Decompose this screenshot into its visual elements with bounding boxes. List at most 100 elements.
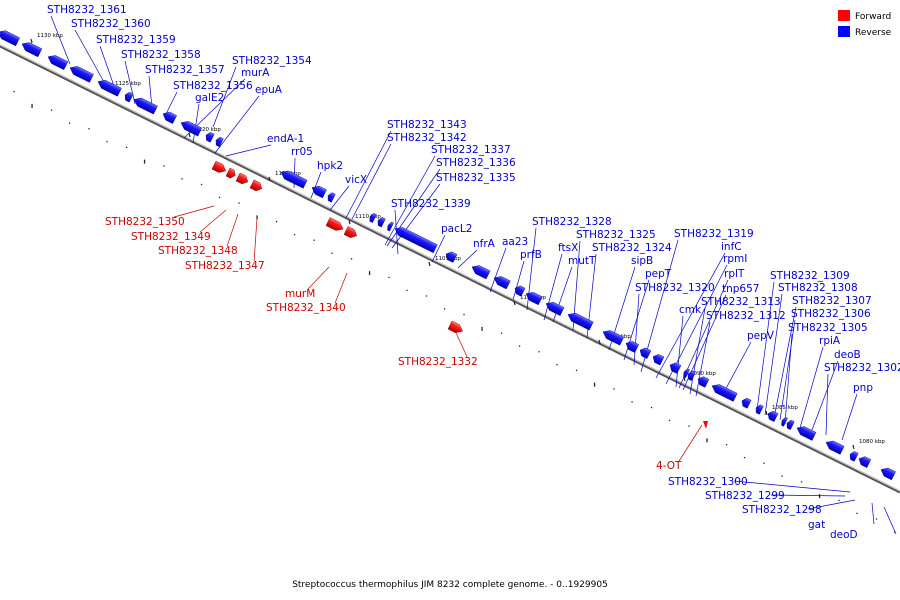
scale-tick [406,289,408,291]
reverse-gene[interactable] [651,353,665,366]
reverse-gene-label: pnp [853,382,873,394]
reverse-gene[interactable] [393,225,438,254]
reverse-gene[interactable] [686,370,696,381]
reverse-leader-line [345,130,392,219]
reverse-gene[interactable] [279,168,308,189]
reverse-gene[interactable] [696,375,710,388]
forward-gene[interactable] [343,226,359,239]
reverse-gene-label: pepV [747,330,775,342]
reverse-leader-line [764,293,783,416]
reverse-leader-line [384,155,436,246]
reverse-gene[interactable] [785,419,795,430]
reverse-gene[interactable] [386,221,394,232]
reverse-leader-line [770,494,846,497]
reverse-gene[interactable] [824,438,845,455]
reverse-gene-label: STH8232_1298 [742,504,822,516]
forward-gene-4-OT[interactable] [703,421,708,429]
reverse-gene[interactable] [740,397,752,409]
forward-leader-line [226,213,239,247]
scale-dot [838,499,840,502]
kbp-tick-mark [428,261,431,267]
scale-tick [818,494,821,499]
forward-gene[interactable] [447,320,465,335]
reverse-gene[interactable] [848,450,859,462]
reverse-gene[interactable] [668,361,682,374]
legend-reverse-label: Reverse [855,28,892,38]
scale-tick [706,438,708,443]
reverse-gene-label: nfrA [473,238,496,250]
scale-tick [856,512,858,514]
reverse-gene-label: STH8232_1342 [387,132,467,144]
forward-leader-line [174,205,215,218]
reverse-gene[interactable] [601,328,625,346]
reverse-gene[interactable] [879,466,896,481]
scale-tick [256,215,258,220]
reverse-gene[interactable] [376,216,386,228]
reverse-gene[interactable] [96,78,122,97]
reverse-gene[interactable] [123,91,134,103]
reverse-leader-line [871,502,875,525]
reverse-gene[interactable] [368,212,377,223]
kbp-tick-label: 1130 kbp [37,33,63,39]
reverse-gene[interactable] [544,300,565,316]
reverse-gene[interactable] [161,110,177,124]
reverse-gene-label: STH8232_1300 [668,476,748,488]
reverse-gene[interactable] [857,455,872,468]
reverse-gene[interactable] [470,263,491,280]
reverse-gene[interactable] [513,284,526,297]
reverse-gene[interactable] [566,310,594,331]
forward-gene[interactable] [325,217,345,234]
reverse-gene[interactable] [682,368,690,379]
reverse-gene[interactable] [710,382,738,402]
scale-tick [481,326,483,331]
reverse-gene[interactable] [326,192,336,203]
scale-dot [388,276,390,279]
kbp-tick-mark [598,339,601,345]
reverse-gene[interactable] [624,339,640,353]
reverse-gene[interactable] [795,424,817,441]
reverse-gene[interactable] [638,346,652,359]
reverse-gene-label: STH8232_1354 [232,55,312,67]
forward-gene-label: STH8232_1332 [398,356,478,368]
reverse-gene-label: STH8232_1360 [71,18,151,30]
forward-gene-label: murM [285,288,315,300]
reverse-gene[interactable] [310,184,327,199]
reverse-gene-label: STH8232_1313 [701,296,781,308]
reverse-gene-label: deoB [834,349,861,361]
scale-dot [238,202,240,204]
reverse-gene[interactable] [780,416,788,427]
forward-gene[interactable] [249,179,264,193]
reverse-gene[interactable] [444,250,458,263]
forward-gene[interactable] [235,172,250,186]
genome-backbone [0,44,900,494]
reverse-leader-line [310,171,322,199]
reverse-gene[interactable] [68,64,94,83]
reverse-gene[interactable] [754,404,764,415]
scale-tick [781,475,783,477]
reverse-gene-label: STH8232_1302 [824,362,900,374]
forward-gene[interactable] [225,167,237,180]
scale-tick [143,159,146,164]
forward-leader-line [199,209,227,233]
reverse-gene-label: STH8232_1319 [674,228,754,240]
reverse-gene[interactable] [179,119,203,137]
reverse-gene[interactable] [132,95,158,115]
reverse-gene-label: rpmI [723,253,747,265]
forward-gene[interactable] [211,160,228,175]
reverse-gene-label: prfB [520,249,542,261]
scale-tick [106,141,108,143]
scale-dot [88,128,90,130]
reverse-gene[interactable] [46,53,69,70]
reverse-gene-label: galE2 [195,92,224,104]
reverse-leader-line [756,281,775,411]
reverse-gene[interactable] [204,131,215,143]
reverse-gene[interactable] [0,28,20,47]
reverse-gene[interactable] [20,40,43,58]
reverse-gene[interactable] [492,274,511,290]
scale-dot [725,444,728,446]
reverse-gene[interactable] [766,410,779,422]
reverse-gene[interactable] [524,290,543,306]
kbp-tick-label: 1125 kbp [115,81,141,87]
reverse-gene[interactable] [214,136,224,148]
scale-tick [593,382,596,387]
